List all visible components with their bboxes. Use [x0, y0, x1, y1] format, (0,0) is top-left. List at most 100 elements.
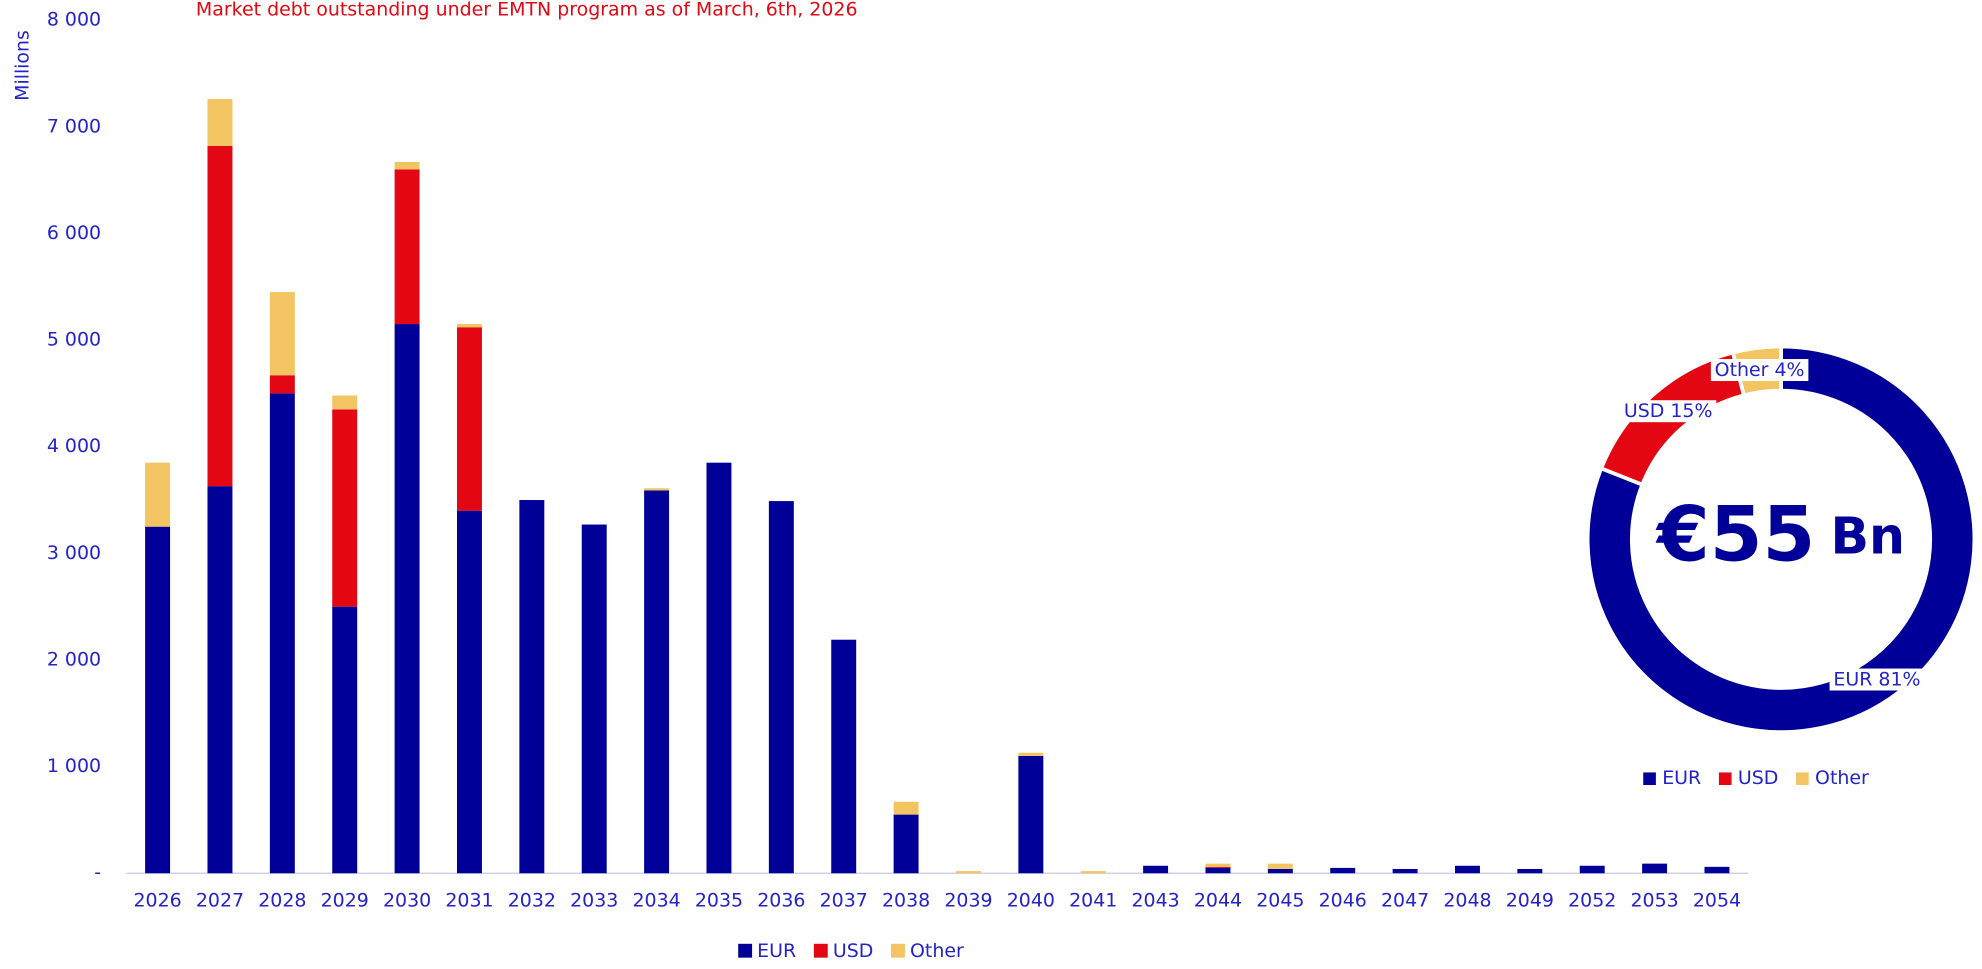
x-tick-label: 2043 — [1131, 889, 1179, 911]
y-tick-label: - — [94, 862, 101, 884]
bar-segment — [1205, 863, 1231, 867]
center-label: €55 Bn — [1655, 490, 1905, 578]
x-tick-label: 2030 — [383, 889, 431, 911]
bar-segment — [332, 409, 358, 607]
legend-swatch — [1796, 772, 1809, 786]
legend-label: USD — [1738, 767, 1779, 789]
x-tick-label: 2044 — [1194, 889, 1242, 911]
x-tick-label: 2048 — [1443, 889, 1491, 911]
x-tick-label: 2031 — [445, 889, 493, 911]
x-tick-label: 2035 — [695, 889, 743, 911]
data-label-background — [1710, 359, 1809, 382]
bar-segment — [644, 490, 670, 874]
x-tick-label: 2028 — [258, 889, 306, 911]
bar-segment — [207, 486, 233, 874]
bar-segment — [1018, 752, 1044, 756]
y-axis-label: Millions — [11, 30, 33, 101]
legend-label: Other — [910, 940, 964, 962]
x-tick-label: 2036 — [757, 889, 805, 911]
bar-segment — [332, 395, 358, 410]
data-label: USD 15% — [1624, 400, 1713, 422]
legend-swatch — [738, 943, 753, 958]
legend-swatch — [1643, 772, 1656, 786]
data-label-background — [1829, 668, 1925, 691]
legend-label: USD — [833, 940, 874, 962]
donut-slice — [1585, 344, 1977, 734]
data-label-background — [1620, 400, 1717, 423]
x-tick-label: 2046 — [1319, 889, 1367, 911]
bar-segment — [332, 606, 358, 874]
legend-label: EUR — [757, 940, 796, 962]
bar-segment — [1330, 867, 1356, 874]
bar-segment — [519, 500, 545, 874]
bar-segment — [955, 871, 981, 874]
x-tick-label: 2047 — [1381, 889, 1429, 911]
y-tick-label: 6 000 — [47, 222, 101, 244]
bar-segment — [1517, 868, 1543, 874]
x-tick-label: 2027 — [196, 889, 244, 911]
bar-segment — [893, 814, 919, 874]
bar-segment — [1454, 865, 1480, 874]
y-tick-label: 4 000 — [47, 435, 101, 457]
bar-segment — [207, 145, 233, 487]
x-tick-label: 2039 — [944, 889, 992, 911]
x-tick-label: 2037 — [820, 889, 868, 911]
y-tick-label: 3 000 — [47, 542, 101, 564]
x-tick-label: 2049 — [1506, 889, 1554, 911]
y-tick-label: 1 000 — [47, 755, 101, 777]
x-tick-label: 2052 — [1568, 889, 1616, 911]
bar-segment — [1080, 871, 1106, 874]
bar-segment — [1579, 865, 1605, 874]
x-tick-label: 2026 — [133, 889, 181, 911]
bar-segment — [768, 501, 794, 874]
x-tick-label: 2034 — [632, 889, 680, 911]
x-tick-label: 2054 — [1693, 889, 1741, 911]
data-label: Other 4% — [1715, 359, 1805, 381]
bar-segment — [1205, 866, 1231, 868]
x-tick-label: 2033 — [570, 889, 618, 911]
bar-segment — [1205, 867, 1231, 874]
x-tick-label: 2029 — [321, 889, 369, 911]
x-tick-label: 2053 — [1630, 889, 1678, 911]
y-tick-label: 8 000 — [47, 9, 101, 31]
bar-segment — [1267, 863, 1293, 869]
bar-segment — [706, 462, 732, 874]
bar-segment — [394, 324, 420, 874]
legend-swatch — [1718, 772, 1732, 786]
bar-segment — [456, 327, 482, 511]
bar-segment — [1267, 868, 1293, 874]
bar-segment — [456, 324, 482, 328]
bar-segment — [207, 99, 233, 146]
bar-segment — [1392, 868, 1418, 874]
bar-segment — [1642, 863, 1668, 874]
legend-label: EUR — [1662, 767, 1701, 789]
bar-segment — [145, 526, 171, 874]
legend-label: Other — [1815, 767, 1869, 789]
y-tick-label: 5 000 — [47, 329, 101, 351]
x-tick-label: 2041 — [1069, 889, 1117, 911]
bar-segment — [394, 161, 420, 170]
legend-swatch — [891, 943, 905, 958]
bar-segment — [831, 639, 857, 874]
bar-segment — [1143, 865, 1169, 874]
bar-segment — [1018, 755, 1044, 874]
data-label: EUR 81% — [1833, 669, 1920, 691]
center-amount: €55 — [1655, 490, 1815, 578]
x-tick-label: 2038 — [882, 889, 930, 911]
chart-title: Market debt outstanding under EMTN progr… — [196, 0, 858, 21]
bar-segment — [269, 393, 295, 874]
center-unit: Bn — [1830, 506, 1905, 565]
bar-segment — [644, 488, 670, 491]
legend-swatch — [813, 943, 828, 958]
bar-segment — [456, 510, 482, 874]
bar-segment — [145, 462, 171, 527]
bar-segment — [1704, 866, 1730, 874]
y-tick-label: 2 000 — [47, 648, 101, 670]
bar-segment — [269, 292, 295, 376]
x-tick-label: 2040 — [1007, 889, 1055, 911]
bar-segment — [893, 801, 919, 815]
y-tick-label: 7 000 — [47, 115, 101, 137]
x-tick-label: 2032 — [508, 889, 556, 911]
bar-segment — [581, 524, 607, 874]
